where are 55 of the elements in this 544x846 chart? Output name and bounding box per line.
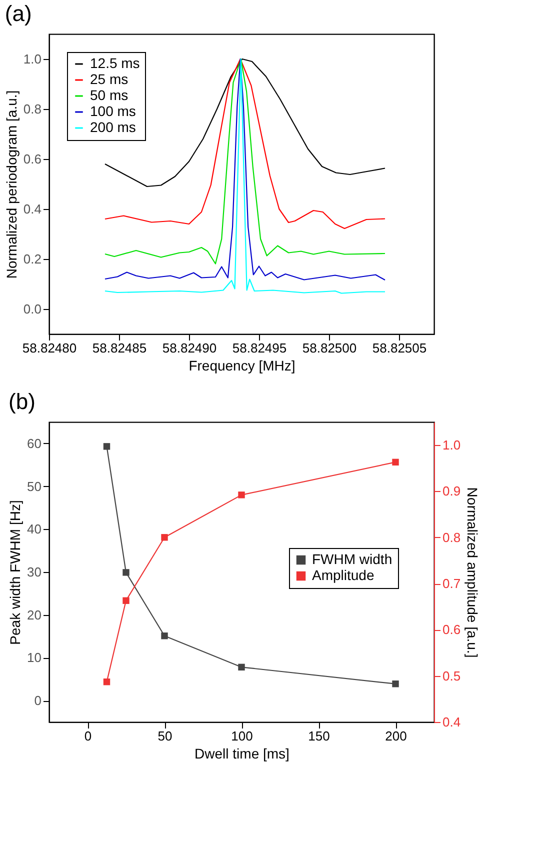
y2-tick-label: 0.8 — [442, 530, 461, 545]
y-tick-label: 0.4 — [23, 202, 42, 216]
y-tick-label: 1.0 — [23, 52, 42, 66]
x-axis-title: Frequency [MHz] — [188, 358, 296, 374]
y-tick-label: 10 — [27, 650, 42, 666]
y-tick-label: 40 — [27, 522, 42, 537]
x-tick-label: 58.82480 — [22, 340, 77, 356]
y2-tick-label: 0.7 — [442, 576, 461, 592]
legend-label: Amplitude — [312, 567, 374, 583]
legend-label: 100 ms — [90, 103, 136, 119]
legend-label: FWHM width — [312, 551, 392, 567]
y-tick-label: 60 — [27, 436, 42, 451]
y2-axis-title: Normalized amplitude [a.u.] — [464, 487, 481, 658]
y-axis-title: Normalized periodogram [a.u.] — [3, 90, 20, 279]
point — [392, 680, 399, 688]
point — [161, 632, 168, 640]
x-tick-label: 58.82505 — [372, 340, 427, 356]
x-tick-label: 50 — [158, 728, 172, 744]
chart-title: (b) — [8, 389, 36, 414]
x-tick-label: 58.82485 — [92, 340, 147, 356]
y2-tick-label: 0.5 — [442, 668, 461, 684]
legend-label: 50 ms — [90, 87, 128, 103]
legend-label: 12.5 ms — [90, 55, 140, 71]
y-axis-title: Peak width FWHM [Hz] — [7, 500, 24, 645]
legend-label: 25 ms — [90, 71, 128, 87]
point — [103, 443, 110, 450]
x-tick-label: 58.82500 — [302, 340, 357, 356]
y-tick-label: 0.8 — [23, 102, 42, 116]
point — [238, 492, 245, 498]
y2-tick-label: 0.9 — [442, 484, 461, 499]
y-tick-label: 20 — [27, 607, 42, 622]
y-tick-label: 50 — [27, 478, 42, 494]
point — [392, 458, 399, 466]
chart-title: (a) — [4, 1, 32, 26]
y-tick-label: 0.2 — [23, 252, 42, 266]
x-tick-label: 58.82490 — [162, 340, 217, 356]
legend-label: 200 ms — [90, 119, 136, 135]
y2-tick-label: 0.6 — [442, 622, 461, 638]
x-tick-label: 100 — [231, 728, 253, 744]
x-tick-label: 200 — [385, 728, 407, 744]
x-tick-label: 0 — [84, 728, 92, 744]
y-tick-label: 0.0 — [23, 302, 42, 316]
point — [161, 534, 168, 541]
y2-tick-label: 0.4 — [442, 714, 461, 730]
y-tick-label: 0.6 — [23, 152, 42, 166]
x-axis-title: Dwell time [ms] — [194, 746, 290, 762]
point — [103, 678, 110, 686]
point — [238, 664, 245, 670]
y-tick-label: 30 — [27, 564, 42, 580]
y2-tick-label: 1.0 — [442, 438, 461, 453]
point — [122, 597, 130, 604]
y-tick-label: 0 — [34, 693, 42, 708]
x-tick-label: 150 — [308, 728, 330, 744]
point — [122, 569, 130, 576]
x-tick-label: 58.82495 — [232, 340, 287, 356]
